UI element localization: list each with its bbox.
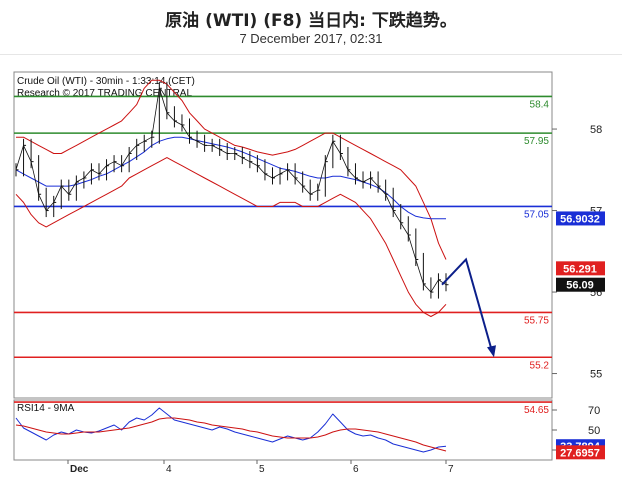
x-tick-label: 5 xyxy=(259,464,265,475)
lower_band-line xyxy=(15,157,447,317)
y-tick-label: 55 xyxy=(590,369,602,381)
x-tick-label: 7 xyxy=(448,464,454,475)
price-badge: 56.9032 xyxy=(560,213,600,225)
price-badge-bg xyxy=(556,261,605,276)
price-badge: 56.291 xyxy=(563,263,597,275)
price-badge-bg xyxy=(556,211,605,226)
rsi-tick-label: 50 xyxy=(588,425,600,437)
rsi_ma-line xyxy=(15,417,447,452)
x-tick-label: 6 xyxy=(353,464,359,475)
price-line xyxy=(15,87,447,293)
header-divider xyxy=(0,54,622,55)
x-tick-label: Dec xyxy=(70,464,89,475)
rsi-title: RSI14 - 9MA xyxy=(17,403,75,414)
forecast-arrow-line xyxy=(441,257,493,352)
level-label: 58.4 xyxy=(530,99,550,110)
chart-subtitle: Research © 2017 TRADING CENTRAL xyxy=(17,88,192,99)
x-tick-label: 4 xyxy=(166,464,172,475)
level-label: 55.2 xyxy=(530,360,550,371)
rsi-line xyxy=(15,407,447,453)
level-label: 57.05 xyxy=(524,209,549,220)
header: 原油 (WTI) (F8) 当日内: 下跌趋势。 7 December 2017… xyxy=(0,0,622,60)
moving_average-line xyxy=(15,136,446,220)
page-subtitle: 7 December 2017, 02:31 xyxy=(239,31,383,46)
level-label: 57.95 xyxy=(524,136,549,147)
level-label: 54.65 xyxy=(524,405,549,416)
page-title: 原油 (WTI) (F8) 当日内: 下跌趋势。 xyxy=(165,11,457,31)
price-badge-bg xyxy=(556,277,605,292)
rsi-badge: 27.6957 xyxy=(560,447,600,459)
rsi-tick-label: 70 xyxy=(588,405,600,417)
rsi-panel-frame xyxy=(13,399,553,461)
main-panel-frame xyxy=(13,71,553,399)
y-tick-label: 58 xyxy=(590,124,602,136)
upper_band-line xyxy=(16,79,447,260)
forecast-arrow-head xyxy=(487,345,496,358)
level-label: 55.75 xyxy=(524,315,549,326)
rsi-badge-bg xyxy=(556,445,605,460)
price-badge: 56.09 xyxy=(566,280,594,292)
chart-title: Crude Oil (WTI) - 30min - 1:33:14 (CET) xyxy=(17,76,195,87)
